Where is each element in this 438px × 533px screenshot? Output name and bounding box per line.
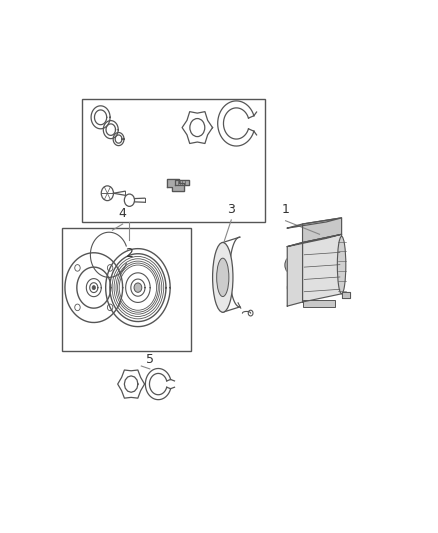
Circle shape <box>288 260 297 270</box>
Polygon shape <box>303 218 342 243</box>
Polygon shape <box>342 292 350 298</box>
Ellipse shape <box>212 243 233 312</box>
Polygon shape <box>175 180 189 185</box>
Circle shape <box>134 283 142 292</box>
Bar <box>303 300 335 307</box>
Bar <box>61 228 191 351</box>
Polygon shape <box>287 235 342 247</box>
Polygon shape <box>167 179 184 191</box>
Circle shape <box>92 286 95 290</box>
Circle shape <box>290 285 295 290</box>
Text: 4: 4 <box>119 207 127 220</box>
Circle shape <box>287 281 297 294</box>
Text: 2: 2 <box>126 247 133 260</box>
Bar <box>82 99 265 222</box>
Polygon shape <box>303 235 342 302</box>
Ellipse shape <box>217 258 229 296</box>
Polygon shape <box>287 243 303 306</box>
Ellipse shape <box>337 236 346 294</box>
Text: 1: 1 <box>282 203 290 216</box>
Text: 3: 3 <box>227 203 235 216</box>
Polygon shape <box>287 218 342 228</box>
Circle shape <box>285 256 300 274</box>
Text: 5: 5 <box>146 353 154 366</box>
